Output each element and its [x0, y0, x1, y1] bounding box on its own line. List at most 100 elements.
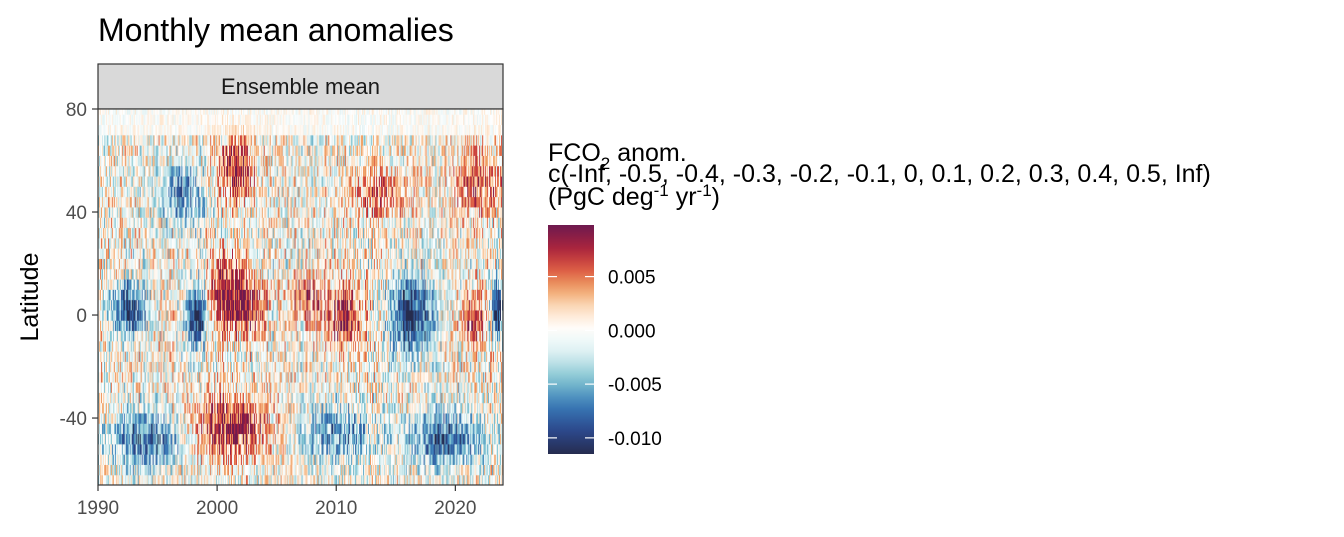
heatmap-cell [120, 289, 123, 301]
heatmap-cell [110, 124, 113, 136]
heatmap-cell [105, 258, 108, 270]
heatmap-cell [111, 237, 114, 249]
heatmap-cell [99, 330, 102, 342]
heatmap-cell [107, 175, 110, 187]
heatmap-cell [110, 412, 113, 424]
heatmap-cell [100, 268, 103, 280]
heatmap-cell [111, 186, 114, 198]
heatmap-cell [130, 443, 133, 455]
heatmap-cell [100, 196, 103, 208]
heatmap-cell [129, 186, 132, 198]
heatmap-cell [127, 381, 130, 393]
heatmap-cell [122, 361, 125, 373]
heatmap-cell [121, 340, 124, 352]
heatmap-cell [119, 412, 122, 424]
heatmap-cell [108, 381, 111, 393]
heatmap-cell [121, 227, 124, 239]
heatmap-cell [126, 340, 129, 352]
heatmap-cell [104, 248, 107, 259]
heatmap-cell [100, 134, 103, 146]
heatmap-cell [116, 155, 119, 167]
heatmap-cell [125, 392, 128, 404]
heatmap-cell [117, 392, 120, 404]
heatmap-cell [106, 320, 109, 332]
heatmap-cell [127, 454, 130, 465]
heatmap-cell [103, 186, 106, 198]
heatmap-cell [99, 155, 102, 167]
heatmap-cell [99, 433, 102, 445]
heatmap-cell [130, 361, 133, 373]
heatmap-cell [106, 175, 109, 187]
heatmap-cell [128, 258, 131, 270]
heatmap-cell [127, 124, 130, 136]
heatmap-cell [121, 114, 124, 126]
heatmap-cell [112, 175, 115, 187]
heatmap-cell [111, 175, 114, 187]
heatmap-cell [105, 464, 108, 476]
heatmap-cell [113, 114, 116, 126]
heatmap-cell [115, 371, 118, 383]
heatmap-cell [99, 196, 102, 208]
heatmap-cell [110, 109, 113, 115]
heatmap-cell [108, 289, 111, 301]
heatmap-cell [120, 351, 123, 362]
heatmap-cell [111, 340, 114, 352]
heatmap-cell [112, 433, 115, 445]
heatmap-cell [98, 351, 100, 362]
heatmap-cell [111, 371, 114, 383]
heatmap-cell [109, 299, 112, 311]
heatmap-cell [113, 454, 116, 465]
heatmap-cell [122, 268, 125, 280]
heatmap-cell [108, 145, 111, 156]
heatmap-cell [125, 289, 128, 301]
heatmap-cell [126, 145, 129, 156]
heatmap-cell [130, 186, 133, 198]
heatmap-cell [101, 155, 104, 167]
heatmap-cell [120, 248, 123, 259]
heatmap-cell [113, 381, 116, 393]
heatmap-cell [99, 134, 102, 146]
heatmap-cell [124, 464, 127, 476]
heatmap-cell [130, 217, 133, 229]
heatmap-cell [123, 351, 126, 362]
heatmap-cell [122, 381, 125, 393]
heatmap-cell [103, 278, 106, 290]
heatmap-cell [100, 330, 103, 342]
heatmap-cell [113, 248, 116, 259]
heatmap-cell [125, 248, 128, 259]
heatmap-cell [101, 289, 104, 301]
heatmap-cell [98, 443, 101, 455]
heatmap-cell [122, 412, 125, 424]
heatmap-cell [108, 134, 111, 146]
heatmap-cell [98, 165, 101, 177]
heatmap-cell [130, 196, 133, 208]
heatmap-cell [129, 351, 132, 362]
heatmap-cell [107, 433, 110, 445]
heatmap-cell [105, 145, 108, 156]
heatmap-cell [112, 217, 115, 229]
heatmap-cell [117, 289, 120, 301]
heatmap-cell [127, 474, 130, 485]
heatmap-cell [112, 124, 115, 136]
heatmap-cell [125, 227, 128, 239]
heatmap-cell [115, 196, 118, 208]
heatmap-cell [131, 433, 134, 445]
heatmap-cell [123, 433, 126, 445]
heatmap-cell [110, 433, 113, 445]
heatmap-cell [111, 109, 114, 115]
heatmap-cell [128, 227, 131, 239]
heatmap-cell [122, 289, 125, 301]
chart-title: Monthly mean anomalies [98, 12, 454, 48]
heatmap-cell [120, 186, 123, 198]
heatmap-cell [131, 175, 134, 187]
heatmap-cell [121, 258, 124, 270]
heatmap-cell [128, 464, 131, 476]
heatmap-cell [109, 330, 112, 342]
heatmap-cell [117, 381, 120, 393]
heatmap-cell [99, 402, 102, 414]
heatmap-cell [118, 474, 121, 485]
heatmap-cell [115, 278, 118, 290]
heatmap-cell [99, 248, 102, 259]
heatmap-cell [110, 402, 113, 414]
heatmap-cell [115, 392, 118, 404]
